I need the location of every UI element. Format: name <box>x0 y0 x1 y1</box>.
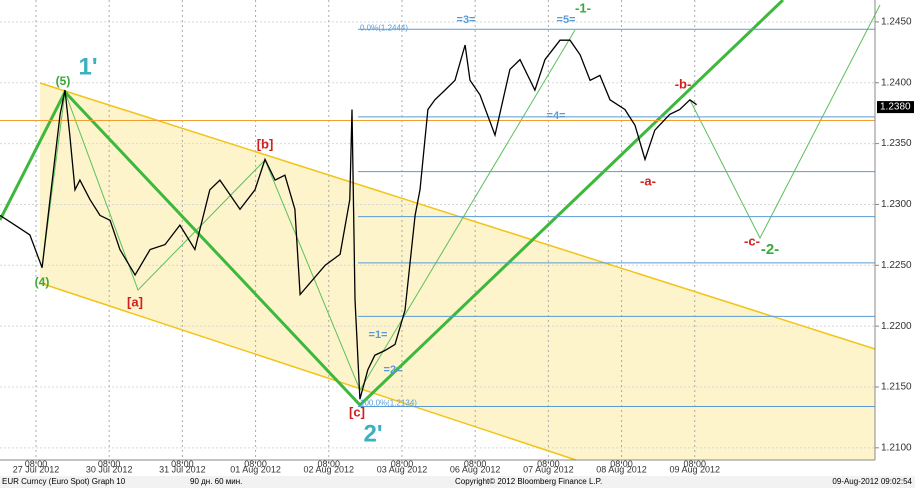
date-label: 31 Jul 2012 <box>159 464 206 474</box>
channel-lower <box>39 282 577 461</box>
date-label: 27 Jul 2012 <box>13 464 60 474</box>
annotation: =5= <box>557 14 576 26</box>
date-label: 08 Aug 2012 <box>596 464 647 474</box>
x-tick-label: 08:00 <box>537 459 560 469</box>
fib-label: 0.0%(1.2444) <box>360 23 408 32</box>
annotations: 1' (5) (4) [a] [b] [c]2' =1= =2= =3= =4= =5=-1- -a-… <box>35 0 780 447</box>
annotation: [b] <box>257 136 274 151</box>
wave-main <box>0 0 785 408</box>
annotation: -a- <box>640 173 656 188</box>
axes: 1.2100 1.2150 1.2200 1.2250 1.2300 1.2350 1.24… <box>13 17 914 474</box>
date-label: 30 Jul 2012 <box>86 464 133 474</box>
annotation: -b- <box>675 76 692 91</box>
footer-copyright: Copyright© 2012 Bloomberg Finance L.P. <box>455 477 602 486</box>
annotation: -c- <box>744 233 760 248</box>
annotation: [a] <box>127 294 143 309</box>
projection <box>689 4 881 240</box>
x-tick-label: 08:00 <box>464 459 487 469</box>
price <box>0 39 697 400</box>
annotation: 1' <box>78 53 97 80</box>
date-label: 02 Aug 2012 <box>303 464 354 474</box>
annotation: [c] <box>349 404 365 419</box>
x-tick-label: 08:00 <box>244 459 267 469</box>
y-tick-label: 1.2250 <box>881 260 912 271</box>
annotation: 2' <box>363 420 382 447</box>
annotation: (5) <box>56 74 71 88</box>
annotation: =4= <box>547 110 566 122</box>
x-tick-label: 08:00 <box>391 459 414 469</box>
y-tick-label: 1.2150 <box>881 382 912 393</box>
last-price-box <box>877 101 914 114</box>
x-tick-label: 08:00 <box>98 459 121 469</box>
channel-upper <box>39 82 876 350</box>
y-tick-label: 1.2400 <box>881 77 912 88</box>
footer-bar <box>0 476 915 488</box>
footer-timestamp: 09-Aug-2012 09:02:54 <box>832 477 912 486</box>
x-tick-label: 08:00 <box>610 459 633 469</box>
levels: 0.0%(1.2444) 100.0%(1.2134) <box>0 23 875 408</box>
date-label: 09 Aug 2012 <box>669 464 720 474</box>
annotation: =2= <box>384 364 403 376</box>
x-tick-label: 08:00 <box>171 459 194 469</box>
y-tick-label: 1.2450 <box>881 17 912 28</box>
last-price-label: 1.2380 <box>880 102 911 113</box>
y-tick-label: 1.2200 <box>881 321 912 332</box>
y-tick-label: 1.2300 <box>881 199 912 210</box>
annotation: =3= <box>457 14 476 26</box>
price-line <box>0 39 697 400</box>
x-tick-label: 08:00 <box>25 459 48 469</box>
y-tick-label: 1.2350 <box>881 138 912 149</box>
annotation: -1- <box>575 0 591 15</box>
grid <box>0 0 875 460</box>
annotation: -2- <box>761 241 779 258</box>
date-label: 01 Aug 2012 <box>230 464 281 474</box>
annotation: (4) <box>35 275 50 289</box>
y-tick-label: 1.2100 <box>881 442 912 453</box>
date-label: 07 Aug 2012 <box>523 464 574 474</box>
annotation: =1= <box>369 329 388 341</box>
x-tick-label: 08:00 <box>318 459 341 469</box>
x-tick-label: 08:00 <box>683 459 706 469</box>
footer-period: 90 дн. 60 мин. <box>190 477 242 486</box>
footer-security: EUR Curncy (Euro Spot) Graph 10 <box>2 477 126 486</box>
date-label: 03 Aug 2012 <box>377 464 428 474</box>
fib-label: 100.0%(1.2134) <box>360 399 417 408</box>
date-label: 06 Aug 2012 <box>450 464 501 474</box>
